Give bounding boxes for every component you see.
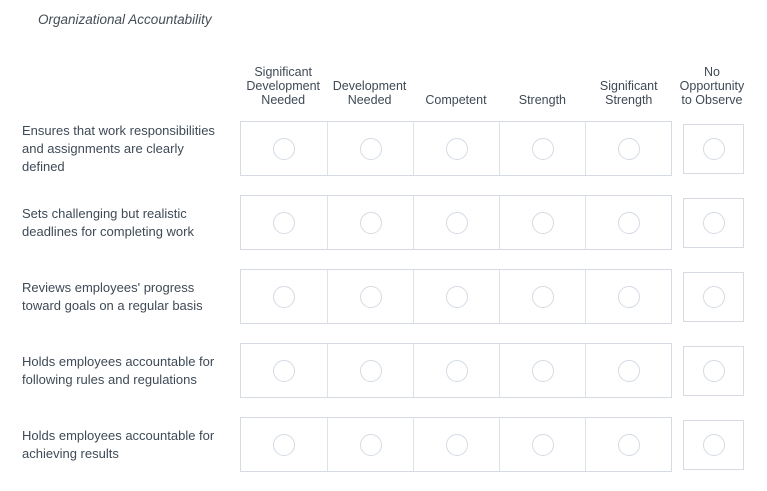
row-statement: Sets challenging but realistic deadlines… [22,205,194,239]
radio-button[interactable] [531,285,554,308]
rating-cell-group [240,195,672,250]
matrix-cell[interactable] [585,196,671,249]
row-statement: Ensures that work responsibilities and a… [22,122,215,174]
radio-button[interactable] [445,285,468,308]
radio-button[interactable] [531,137,554,160]
row-statement: Holds employees accountable for achievin… [22,427,215,461]
matrix-cell[interactable] [413,344,499,397]
column-header-strength: Strength [518,93,566,107]
radio-button[interactable] [445,433,468,456]
radio-button[interactable] [359,359,382,382]
matrix-cell[interactable] [327,196,413,249]
matrix-cell[interactable] [585,122,671,175]
radio-button[interactable] [531,359,554,382]
matrix-row: Reviews employees' progress toward goals… [22,269,767,324]
radio-button[interactable] [702,433,725,456]
matrix-cell[interactable] [585,344,671,397]
radio-button[interactable] [359,285,382,308]
column-header-development-needed: Development Needed [332,79,407,107]
matrix-cell[interactable] [413,270,499,323]
radio-button[interactable] [445,211,468,234]
rating-cell-group [240,121,672,176]
matrix-cell[interactable] [241,270,327,323]
matrix-cell-no-opportunity[interactable] [683,345,744,396]
radio-button[interactable] [617,285,640,308]
matrix-cell[interactable] [499,418,585,471]
matrix-cell[interactable] [241,344,327,397]
radio-button[interactable] [359,433,382,456]
radio-button[interactable] [702,285,725,308]
radio-button[interactable] [702,137,725,160]
radio-button[interactable] [273,359,295,382]
matrix-cell[interactable] [413,196,499,249]
matrix-row: Holds employees accountable for achievin… [22,417,767,472]
matrix-cell[interactable] [413,122,499,175]
matrix-column-headers: Significant Development Needed Developme… [22,65,767,107]
matrix-cell[interactable] [327,344,413,397]
column-header-significant-strength: Significant Strength [599,79,658,107]
matrix-cell[interactable] [327,418,413,471]
matrix-cell[interactable] [327,270,413,323]
radio-button[interactable] [359,137,382,160]
radio-button[interactable] [273,137,295,160]
matrix-cell[interactable] [499,122,585,175]
matrix-cell-no-opportunity[interactable] [683,197,744,248]
column-header-significant-development-needed: Significant Development Needed [246,65,321,107]
radio-button[interactable] [445,359,468,382]
survey-question-block: Organizational Accountability Significan… [22,12,767,472]
row-statement: Reviews employees' progress toward goals… [22,279,203,313]
matrix-row: Holds employees accountable for followin… [22,343,767,398]
row-statement: Holds employees accountable for followin… [22,353,215,387]
radio-button[interactable] [531,433,554,456]
radio-button[interactable] [702,359,725,382]
rating-cell-group [240,269,672,324]
radio-button[interactable] [359,211,382,234]
matrix-cell[interactable] [499,196,585,249]
matrix-cell[interactable] [241,122,327,175]
radio-button[interactable] [702,211,725,234]
matrix-cell-no-opportunity[interactable] [683,123,744,174]
column-header-competent: Competent [425,93,487,107]
matrix-cell[interactable] [241,196,327,249]
matrix-cell[interactable] [499,344,585,397]
matrix-cell[interactable] [585,418,671,471]
matrix-row: Sets challenging but realistic deadlines… [22,195,767,250]
radio-button[interactable] [617,137,640,160]
radio-button[interactable] [617,211,640,234]
column-header-no-opportunity-to-observe: No Opportunity to Observe [679,65,745,107]
radio-button[interactable] [273,433,295,456]
matrix-cell[interactable] [585,270,671,323]
section-title: Organizational Accountability [38,12,212,27]
rating-cell-group [240,417,672,472]
radio-button[interactable] [531,211,554,234]
matrix-cell[interactable] [241,418,327,471]
matrix-cell[interactable] [499,270,585,323]
matrix-cell-no-opportunity[interactable] [683,271,744,322]
radio-button[interactable] [445,137,468,160]
radio-button[interactable] [273,211,295,234]
radio-button[interactable] [273,285,295,308]
matrix-cell[interactable] [413,418,499,471]
radio-button[interactable] [617,359,640,382]
matrix-cell-no-opportunity[interactable] [683,419,744,470]
matrix-row: Ensures that work responsibilities and a… [22,121,767,176]
radio-button[interactable] [617,433,640,456]
matrix-cell[interactable] [327,122,413,175]
rating-cell-group [240,343,672,398]
